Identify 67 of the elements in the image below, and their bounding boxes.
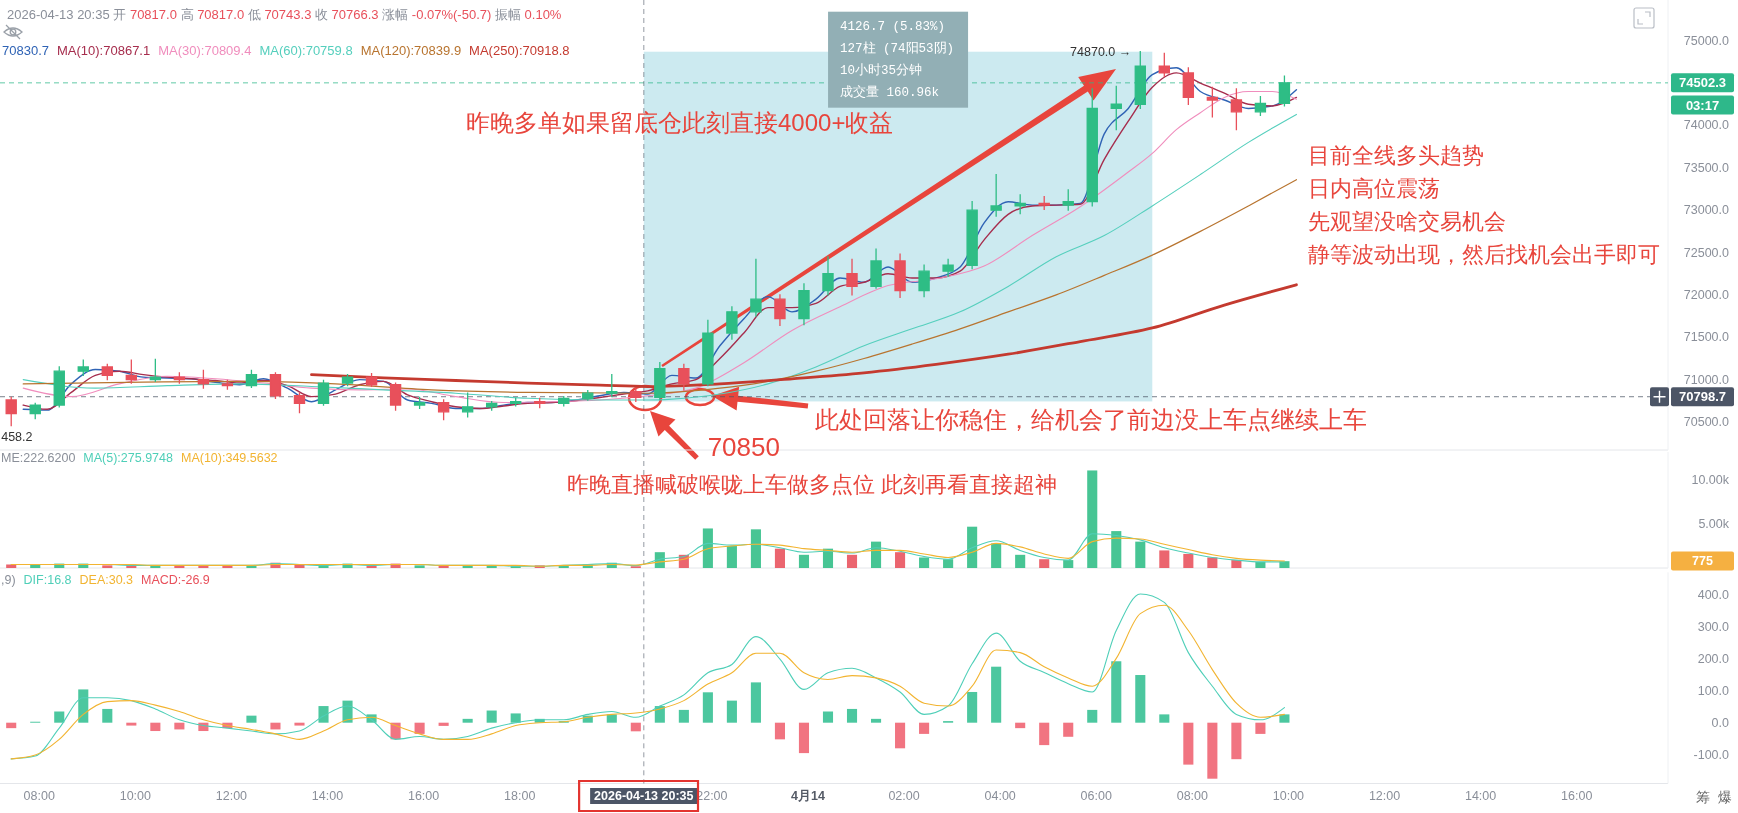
text: MA(120):70839.9 <box>360 42 462 58</box>
x-tick-label: 06:00 <box>1080 789 1112 803</box>
text: MA(10):349.5632 <box>181 451 278 465</box>
annotation: 127柱 (74阳53阴) <box>840 40 955 56</box>
text: 70830.7 <box>2 42 49 58</box>
y-tick-label: 73000.0 <box>1683 203 1730 218</box>
annotation: 458.2 <box>1 429 33 444</box>
annotation: 目前全线多头趋势 <box>1308 142 1484 168</box>
annotation: 先观望没啥交易机会 <box>1308 208 1506 234</box>
annotation: 成交量 160.96k <box>840 83 940 100</box>
x-tick-label: 4月14 <box>791 789 825 803</box>
annotation: 70850 <box>707 432 780 463</box>
x-tick-label: 10:00 <box>1272 789 1305 803</box>
text: MA(5):275.9748 <box>83 451 174 465</box>
annotation: 2026-04-13 20:35 <box>594 789 694 803</box>
x-tick-label: 16:00 <box>1561 789 1593 803</box>
text: MA(10):70867.1 <box>56 42 151 58</box>
x-tick-label: 18:00 <box>504 789 536 803</box>
text: MA(250):70918.8 <box>469 42 570 58</box>
annotation: 10小时35分钟 <box>840 62 923 78</box>
annotation: 静等波动出现，然后找机会出手即可 <box>1308 241 1660 267</box>
text: MA(30):70809.4 <box>158 42 252 58</box>
y-tick-label: 74000.0 <box>1683 118 1730 133</box>
y-tick-label: 70500.0 <box>1683 415 1730 430</box>
y-tick-label: 100.0 <box>1697 683 1730 698</box>
y-tick-label: 73500.0 <box>1683 160 1730 175</box>
annotation: 昨晚直播喊破喉咙上车做多点位 此刻再看直接超神 <box>567 471 1058 497</box>
y-tick-label: 5.00k <box>1698 517 1730 532</box>
annotation: 昨晚多单如果留底仓此刻直接4000+收益 <box>466 108 894 136</box>
annotation: ,9) <box>1 573 16 587</box>
y-tick-label: -100.0 <box>1693 747 1730 762</box>
y-tick-label: 10.00k <box>1691 473 1730 488</box>
text: 775 <box>1692 554 1713 568</box>
y-tick-label: 300.0 <box>1697 619 1730 634</box>
x-tick-label: 14:00 <box>311 789 344 803</box>
y-tick-label: 200.0 <box>1697 651 1730 666</box>
annotation: 74870.0 → <box>1070 44 1132 59</box>
y-tick-label: 72000.0 <box>1683 287 1730 302</box>
annotation: 此处回落让你稳住，给机会了前边没上车点继续上车 <box>815 405 1367 433</box>
x-tick-label: 14:00 <box>1464 789 1497 803</box>
x-tick-label: 04:00 <box>984 789 1016 803</box>
y-tick-label: 71500.0 <box>1683 330 1730 345</box>
y-tick-label: 400.0 <box>1697 587 1730 602</box>
x-tick-label: 12:00 <box>1368 789 1401 803</box>
x-tick-label: 10:00 <box>119 789 152 803</box>
annotation: 4126.7 (5.83%) <box>840 19 946 34</box>
x-tick-label: 12:00 <box>215 789 248 803</box>
text: DIF:16.8 <box>23 573 72 587</box>
text: DEA:30.3 <box>79 573 134 587</box>
x-tick-label: 02:00 <box>888 789 920 803</box>
x-tick-label: 16:00 <box>407 789 440 803</box>
text: 爆 <box>1718 789 1732 805</box>
text: MA(60):70759.8 <box>259 42 353 58</box>
annotation: ME:222.6200 <box>1 451 76 465</box>
y-tick-label: 0.0 <box>1711 715 1730 730</box>
x-tick-label: 08:00 <box>1176 789 1209 803</box>
y-tick-label: 75000.0 <box>1683 33 1730 48</box>
y-tick-label: 71000.0 <box>1683 372 1730 387</box>
ref-line-label: 70798.7 <box>1679 389 1726 405</box>
text: 03:17 <box>1685 97 1720 113</box>
text: 2026-04-13 20:35 开 70817.0 高 70817.0 低 70743.3 收 70766.3 涨幅 -0.07%(-50.7) 振幅 0.10% <box>7 6 562 22</box>
y-tick-label: 72500.0 <box>1683 245 1730 260</box>
annotation: 日内高位震荡 <box>1308 175 1440 201</box>
ref-line-label: 74502.3 <box>1679 75 1726 91</box>
text: 筹 <box>1696 789 1710 805</box>
x-tick-label: 08:00 <box>23 789 55 803</box>
text: MACD:-26.9 <box>141 573 210 587</box>
